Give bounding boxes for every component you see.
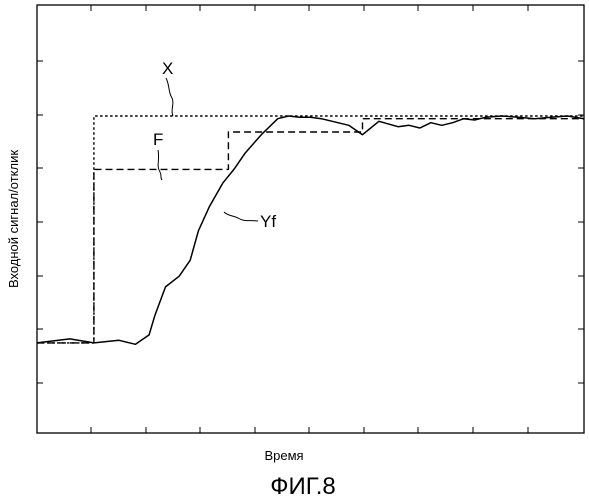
- series-line-x: [37, 116, 584, 343]
- series-line-yf: [37, 116, 584, 344]
- series-lines: [37, 116, 584, 344]
- series-label-x: X: [162, 59, 173, 78]
- series-label-yf-leader: [224, 212, 258, 221]
- plot-frame: [37, 5, 584, 433]
- series-line-f: [37, 119, 584, 343]
- series-label-yf: Yf: [260, 212, 276, 231]
- y-axis-title: Входной сигнал/отклик: [6, 150, 21, 288]
- x-axis-title: Время: [264, 448, 303, 463]
- series-label-f-leader: [158, 150, 162, 180]
- figure-caption: ФИГ.8: [270, 473, 336, 500]
- series-label-x-leader: [166, 78, 173, 116]
- series-label-f: F: [153, 130, 163, 149]
- axis-ticks: [37, 5, 584, 433]
